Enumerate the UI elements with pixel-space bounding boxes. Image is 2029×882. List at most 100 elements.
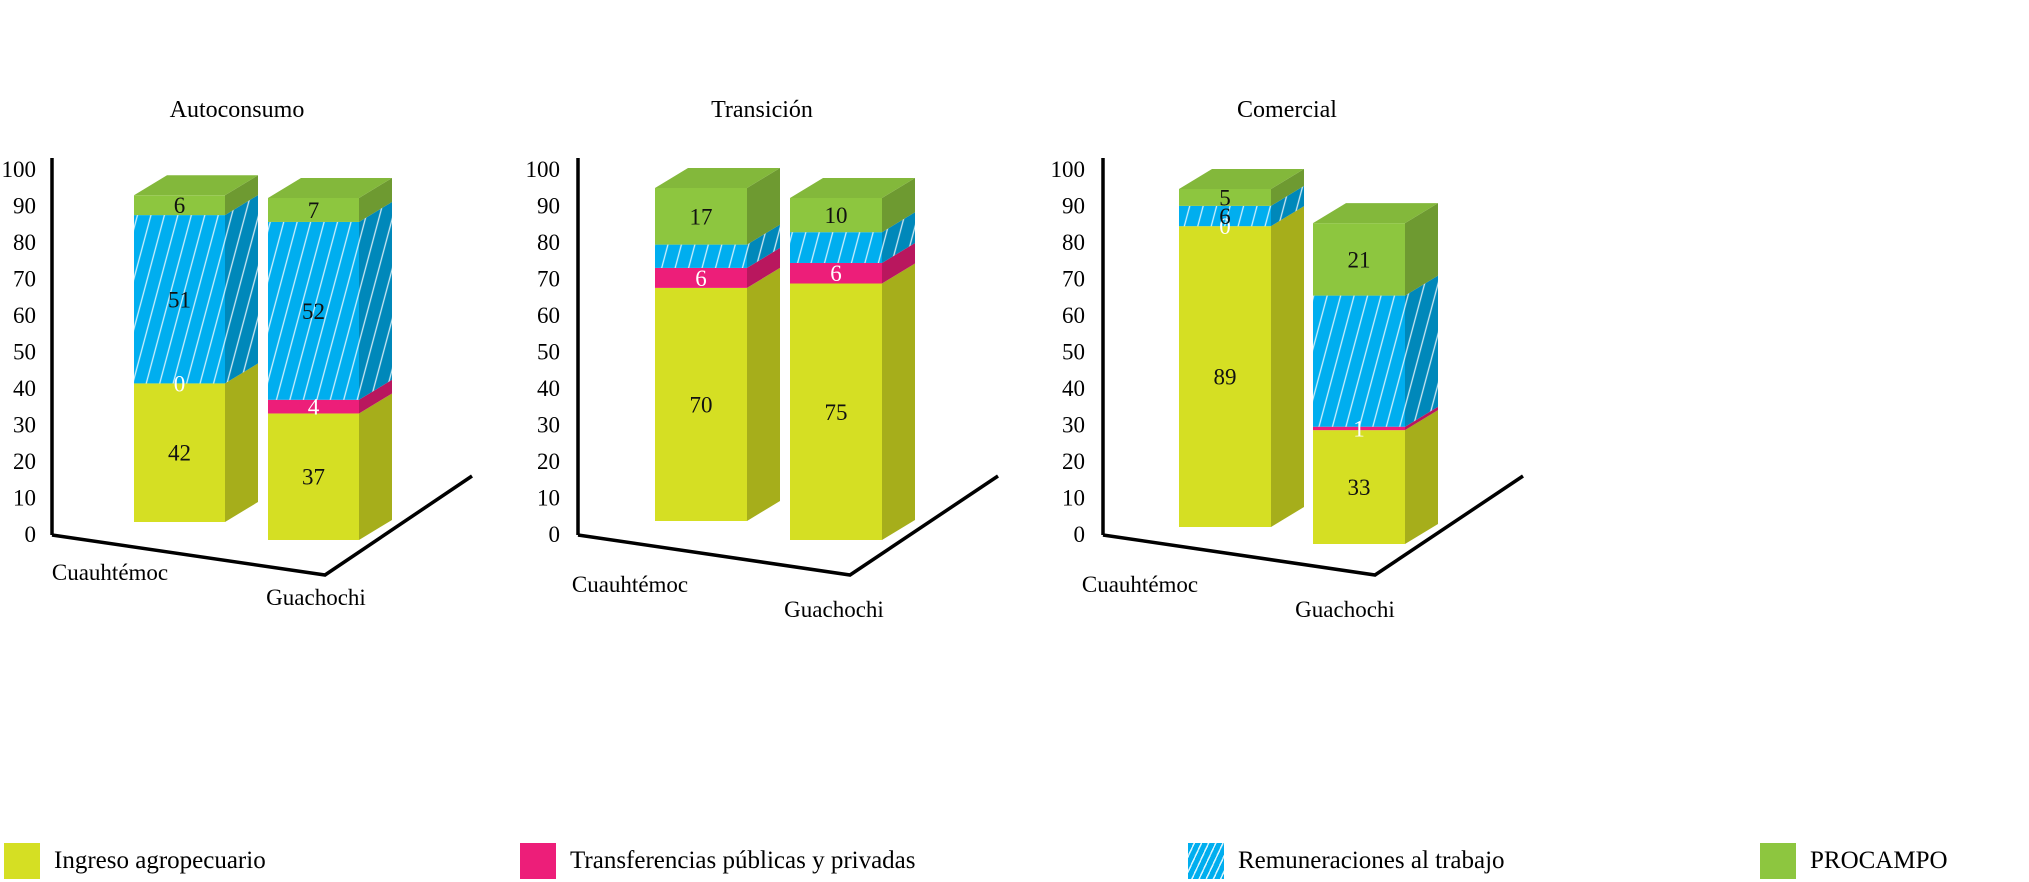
bar-segment-remuneraciones-al-trabajo	[1179, 205, 1271, 227]
bar-segment-procampo	[268, 198, 359, 222]
y-tick-label: 50	[13, 340, 36, 365]
y-tick-label: 70	[1062, 267, 1085, 292]
bar-segment-remuneraciones-al-trabajo	[134, 215, 225, 384]
data-label: 89	[1214, 365, 1237, 390]
y-tick-label: 10	[13, 486, 36, 511]
bar-side-procampo	[225, 175, 258, 216]
floor-outline	[577, 474, 999, 577]
chart-legend: Ingreso agropecuario Transferencias públ…	[0, 842, 2029, 882]
bar-side-ingreso-agropecuario	[359, 393, 392, 540]
category-label: Cuauhtémoc	[572, 572, 688, 597]
bar-side-procampo	[747, 168, 780, 245]
category-label: Guachochi	[266, 585, 366, 610]
panel-title: Comercial	[1237, 97, 1337, 123]
bar-side-transferencias-publicas-y-privadas	[359, 379, 392, 414]
legend-swatch-ingreso-agropecuario	[4, 843, 40, 879]
y-tick-label: 20	[13, 449, 36, 474]
category-label: Cuauhtémoc	[1082, 572, 1198, 597]
y-tick-label: 60	[537, 303, 560, 328]
bar-side-ingreso-agropecuario	[225, 363, 258, 522]
y-tick-label: 80	[1062, 230, 1085, 255]
y-tick-label: 100	[1051, 157, 1086, 182]
bar-segment-remuneraciones-al-trabajo	[655, 244, 747, 268]
y-tick-label: 10	[1062, 486, 1085, 511]
y-tick-label: 10	[537, 486, 560, 511]
data-label: 10	[825, 203, 848, 228]
bar-guachochi: 33 1 21	[1313, 203, 1438, 544]
bar-side-remuneraciones-al-trabajo	[882, 212, 915, 263]
bar-segment-remuneraciones-al-trabajo	[1313, 295, 1405, 427]
floor-outline	[1102, 474, 1524, 577]
legend-swatch-procampo	[1760, 843, 1796, 879]
y-tick-label: 30	[1062, 413, 1085, 438]
y-tick-label: 50	[1062, 340, 1085, 365]
bar-top-face	[1313, 203, 1438, 224]
bar-side-remuneraciones-al-trabajo	[747, 224, 780, 268]
legend-label-transferencias: Transferencias públicas y privadas	[570, 847, 916, 874]
panel-transicion: Transición 0 10 20 30 40 50 60 70 80 90 100 Cuauhtém…	[526, 97, 999, 622]
legend-item-transferencias: Transferencias públicas y privadas	[520, 842, 916, 880]
y-tick-label: 0	[549, 522, 561, 547]
bar-segment-ingreso-agropecuario	[790, 283, 882, 540]
y-tick-label: 40	[13, 376, 36, 401]
y-tick-label: 80	[13, 230, 36, 255]
bar-side-remuneraciones-al-trabajo	[359, 201, 392, 400]
y-tick-label: 80	[537, 230, 560, 255]
y-tick-label: 100	[526, 157, 561, 182]
y-tick-label: 60	[1062, 303, 1085, 328]
bar-side-ingreso-agropecuario	[882, 263, 915, 540]
data-label: 0	[1219, 214, 1231, 239]
legend-swatch-remuneraciones	[1188, 843, 1224, 879]
y-tick-label: 0	[25, 522, 37, 547]
bar-segment-procampo	[1179, 189, 1271, 206]
bar-top-face	[655, 168, 780, 188]
data-label: 21	[1348, 247, 1371, 272]
legend-item-remuneraciones: Remuneraciones al trabajo	[1188, 842, 1505, 880]
category-label: Cuauhtémoc	[52, 560, 168, 585]
bar-segment-remuneraciones-al-trabajo	[268, 221, 359, 400]
panel-title: Transición	[711, 97, 813, 123]
y-tick-label: 30	[537, 413, 560, 438]
data-label: 17	[690, 204, 713, 229]
y-tick-label: 0	[1074, 522, 1086, 547]
bar-segment-procampo	[1313, 223, 1405, 296]
legend-swatch-transferencias	[520, 843, 556, 879]
bar-segment-ingreso-agropecuario	[268, 413, 359, 540]
bar-side-ingreso-agropecuario	[747, 267, 780, 521]
data-label: 75	[825, 400, 848, 425]
bar-side-remuneraciones-al-trabajo	[1271, 185, 1304, 227]
bar-side-procampo	[1271, 169, 1304, 206]
y-tick-label: 20	[1062, 449, 1085, 474]
data-label: 7	[308, 198, 320, 223]
y-tick-label: 90	[537, 194, 560, 219]
bar-segment-ingreso-agropecuario	[655, 287, 747, 521]
data-label: 6	[174, 193, 186, 218]
bar-top-face	[134, 175, 258, 196]
data-label: 6	[1219, 204, 1231, 229]
bar-side-procampo	[882, 178, 915, 233]
y-tick-label: 50	[537, 340, 560, 365]
bar-top-face	[268, 178, 392, 198]
data-label: 5	[1219, 185, 1231, 210]
bar-segment-transferencias-publicas-y-privadas	[1313, 426, 1405, 431]
bar-side-ingreso-agropecuario	[1405, 410, 1438, 544]
bar-side-remuneraciones-al-trabajo	[225, 195, 258, 384]
data-label: 33	[1348, 475, 1371, 500]
bar-segment-ingreso-agropecuario	[134, 383, 225, 522]
y-tick-label: 90	[1062, 194, 1085, 219]
data-label: 0	[174, 371, 186, 396]
panel-autoconsumo: Autoconsumo0102030405060708090100Cuauhté…	[2, 97, 473, 610]
data-label: 37	[302, 465, 325, 490]
bar-segment-transferencias-publicas-y-privadas	[655, 267, 747, 288]
y-tick-label: 70	[537, 267, 560, 292]
bar-segment-ingreso-agropecuario	[1313, 430, 1405, 544]
y-tick-label: 60	[13, 303, 36, 328]
bar-side-ingreso-agropecuario	[1271, 206, 1304, 527]
bar-cuauhtemoc: 89 065	[1179, 169, 1304, 527]
bar-top-face	[1179, 169, 1304, 189]
y-tick-label: 20	[537, 449, 560, 474]
bar-side-transferencias-publicas-y-privadas	[1405, 406, 1438, 431]
data-label: 51	[168, 287, 191, 312]
data-label: 4	[308, 395, 320, 420]
legend-item-ingreso-agropecuario: Ingreso agropecuario	[4, 842, 266, 880]
